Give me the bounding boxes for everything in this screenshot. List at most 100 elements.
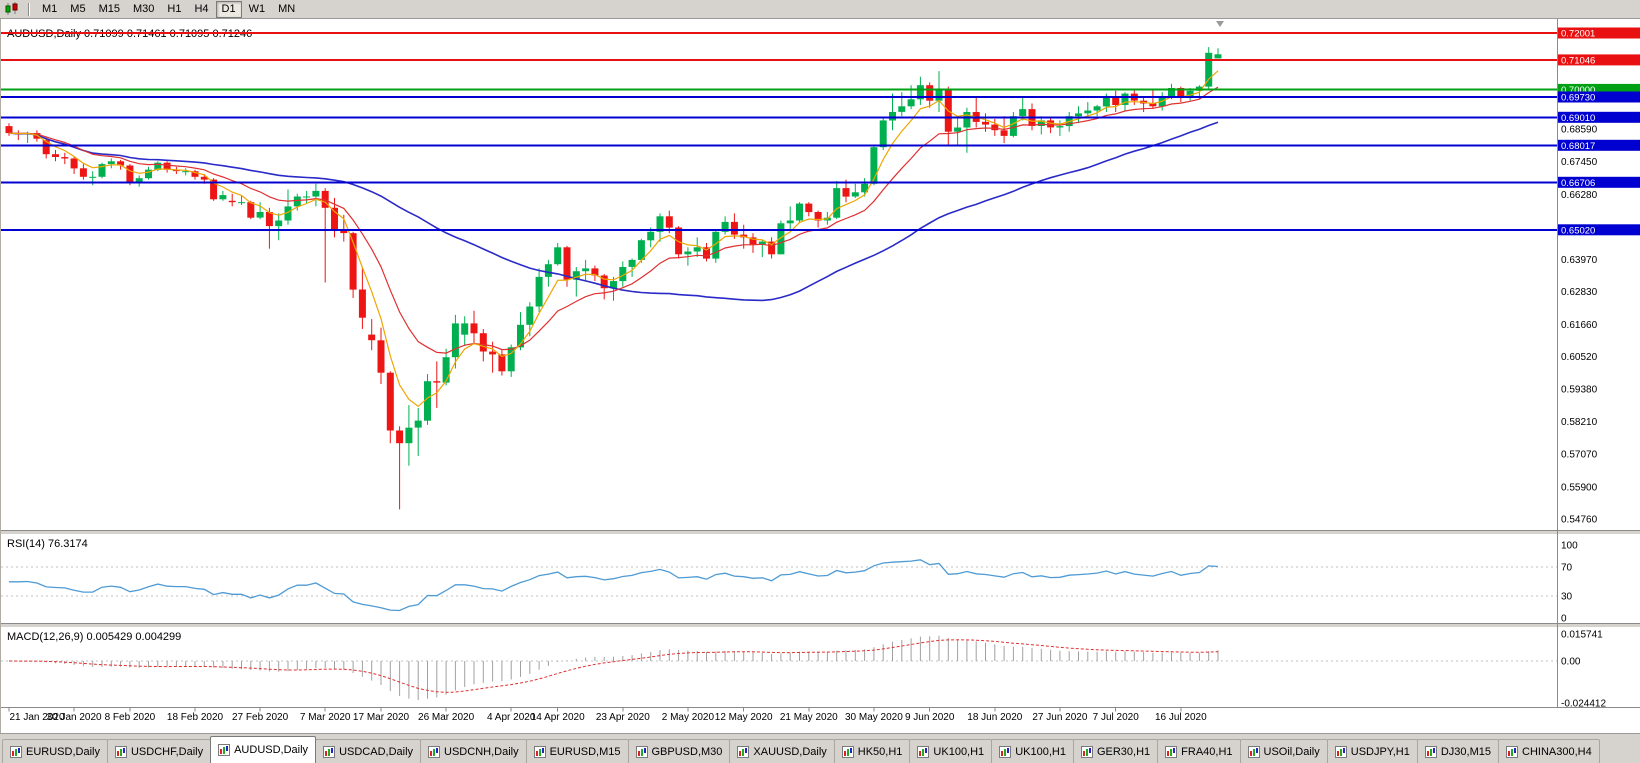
timeframe-button-m1[interactable]: M1 (42, 2, 58, 15)
chart-shift-marker[interactable] (1216, 21, 1224, 27)
candle (107, 158, 115, 169)
price-axis: 0.68590 0.67450 0.66280 0.63970 0.62830 0.616… (1558, 27, 1640, 526)
price-axis-label: 0.54760 (1561, 515, 1598, 526)
candle (749, 233, 757, 253)
price-line-label: 0.68017 (1558, 139, 1640, 152)
toolbar-separator (28, 2, 30, 16)
chart-tab-label: UK100,H1 (933, 745, 985, 758)
chart-tab-usdcnh-daily[interactable]: USDCNH,Daily (420, 739, 527, 763)
price-pane[interactable]: AUDUSD,Daily 0.71099 0.71461 0.71095 0.7… (1, 21, 1557, 510)
price-axis-label: 0.60520 (1561, 352, 1598, 363)
timeframe-button-d1[interactable]: D1 (215, 0, 242, 18)
chart-tab-icon (114, 745, 127, 758)
macd-label: MACD(12,26,9) 0.005429 0.004299 (7, 631, 181, 643)
chart-tab-usdcad-daily[interactable]: USDCAD,Daily (315, 739, 422, 763)
candle (303, 190, 311, 204)
chart-tab-icon (1080, 745, 1093, 758)
candle (637, 238, 645, 263)
candle (851, 183, 859, 198)
pane-splitter[interactable] (1, 530, 1640, 535)
candle (442, 348, 450, 386)
price-line-label: 0.66706 (1558, 176, 1640, 189)
candle (1214, 48, 1222, 59)
candle (628, 258, 636, 277)
candle (572, 267, 580, 297)
chart-canvas[interactable]: AUDUSD,Daily 0.71099 0.71461 0.71095 0.7… (1, 19, 1640, 733)
candle (461, 316, 469, 346)
candle (293, 193, 301, 211)
rsi-axis: 100 70 30 0 (1561, 541, 1578, 625)
svg-text:0.72001: 0.72001 (1561, 29, 1595, 40)
chart-tab-usoil-daily[interactable]: USOil,Daily (1239, 739, 1328, 763)
candle (1084, 102, 1092, 118)
svg-text:0.70000: 0.70000 (1561, 85, 1595, 96)
chart-tab-usdchf-daily[interactable]: USDCHF,Daily (106, 739, 212, 763)
chart-tab-gbpusd-m30[interactable]: GBPUSD,M30 (627, 739, 731, 763)
rsi-axis-label: 30 (1561, 592, 1573, 603)
candle (396, 426, 404, 510)
pane-splitter[interactable] (1, 623, 1640, 628)
macd-pane[interactable]: MACD(12,26,9) 0.005429 0.004299 (1, 631, 1557, 701)
timeframe-button-m15[interactable]: M15 (98, 2, 120, 15)
chart-tools-icon[interactable] (4, 2, 20, 16)
candle (926, 82, 934, 108)
chart-tab-hk50-h1[interactable]: HK50,H1 (833, 739, 911, 763)
date-axis-label: 23 Apr 2020 (596, 712, 650, 723)
chart-tab-icon (1424, 745, 1437, 758)
chart-tab-audusd-daily[interactable]: AUDUSD,Daily (210, 736, 317, 763)
chart-tab-uk100-h1[interactable]: UK100,H1 (909, 739, 993, 763)
chart-tab-label: USDCAD,Daily (339, 745, 414, 758)
timeframe-button-mn[interactable]: MN (278, 2, 296, 15)
svg-text:0.71046: 0.71046 (1561, 55, 1595, 66)
date-axis-label: 8 Feb 2020 (105, 712, 156, 723)
chart-tab-eurusd-m15[interactable]: EURUSD,M15 (525, 739, 629, 763)
timeframe-button-h1[interactable]: H1 (167, 2, 182, 15)
candle (470, 310, 478, 344)
chart-tab-icon (635, 745, 648, 758)
candle (1056, 120, 1064, 136)
candle (1149, 89, 1157, 110)
chart-tab-label: GER30,H1 (1096, 745, 1151, 758)
chart-tab-label: EURUSD,M15 (549, 745, 621, 758)
candle (786, 206, 794, 229)
chart-tab-china300-h4[interactable]: CHINA300,H4 (1498, 739, 1600, 763)
chart-tab-icon (1334, 745, 1347, 758)
date-axis-label: 9 Jun 2020 (905, 712, 955, 723)
timeframe-button-m30[interactable]: M30 (132, 2, 155, 15)
candle (368, 319, 376, 351)
candle (544, 259, 552, 287)
chart-tab-fra40-h1[interactable]: FRA40,H1 (1157, 739, 1241, 763)
chart-tab-dj30-m15[interactable]: DJ30,M15 (1416, 739, 1499, 763)
chart-tab-ger30-h1[interactable]: GER30,H1 (1072, 739, 1159, 763)
timeframe-button-w1[interactable]: W1 (248, 2, 266, 15)
rsi-pane[interactable]: RSI(14) 76.3174 (1, 538, 1557, 612)
date-axis-label: 18 Jun 2020 (967, 712, 1022, 723)
candle (796, 202, 803, 224)
macd-axis-label: -0.024412 (1561, 699, 1606, 710)
date-axis-label: 21 Jan 2020 (9, 712, 64, 723)
chart-tab-icon (1165, 745, 1178, 758)
candle (1205, 47, 1213, 90)
chart-tab-uk100-h1[interactable]: UK100,H1 (991, 739, 1074, 763)
chart-tab-xauusd-daily[interactable]: XAUUSD,Daily (729, 739, 835, 763)
chart-window[interactable]: AUDUSD,Daily 0.71099 0.71461 0.71095 0.7… (0, 19, 1640, 733)
price-line-label: 0.70000 (1558, 83, 1640, 96)
candle (405, 405, 413, 466)
timeframe-button-m5[interactable]: M5 (70, 2, 86, 15)
chart-tab-bar: EURUSD,Daily USDCHF,Daily AUDUSD,Daily USDC… (0, 733, 1640, 763)
candle (805, 202, 813, 217)
candle (758, 240, 766, 258)
candle (52, 150, 59, 162)
chart-tab-icon (10, 745, 22, 758)
candle (730, 213, 738, 239)
price-axis-label: 0.62830 (1561, 287, 1598, 298)
chart-tab-label: UK100,H1 (1015, 745, 1066, 758)
timeframe-button-h4[interactable]: H4 (194, 2, 209, 15)
chart-tab-eurusd-daily[interactable]: EURUSD,Daily (2, 739, 108, 763)
candle (228, 193, 236, 207)
chart-tab-usdjpy-h1[interactable]: USDJPY,H1 (1326, 739, 1418, 763)
date-axis-label: 26 Mar 2020 (418, 712, 475, 723)
candle (721, 216, 729, 235)
price-line-label: 0.65020 (1558, 224, 1640, 236)
date-axis-label: 27 Feb 2020 (232, 712, 289, 723)
